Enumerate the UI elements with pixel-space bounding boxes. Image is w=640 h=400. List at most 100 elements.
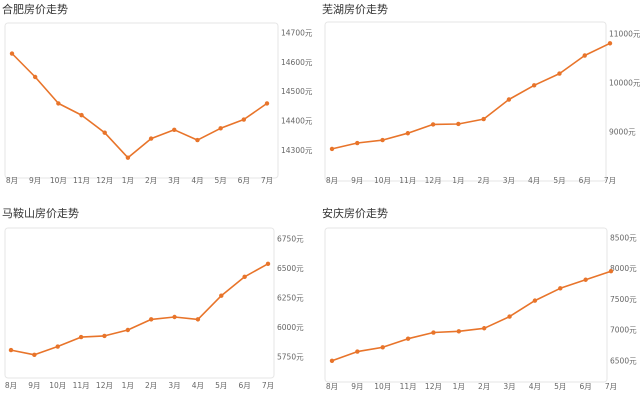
x-tick-label: 4月 <box>191 176 203 185</box>
x-tick-label: 3月 <box>503 176 515 185</box>
y-tick-label: 5750元 <box>277 353 304 362</box>
data-point <box>456 121 461 127</box>
x-tick-label: 1月 <box>453 382 465 391</box>
x-tick-label: 8月 <box>6 176 18 185</box>
y-tick-label: 6250元 <box>277 294 304 303</box>
x-tick-label: 11月 <box>73 176 90 185</box>
series-line <box>10 263 269 356</box>
data-point <box>172 314 177 320</box>
data-point <box>241 117 247 122</box>
y-tick-label: 6500元 <box>610 356 637 365</box>
y-tick-label: 8000元 <box>610 264 637 273</box>
x-tick-label: 10月 <box>374 176 391 185</box>
y-tick-label: 14700元 <box>281 29 313 38</box>
x-tick-label: 2月 <box>478 382 490 391</box>
x-tick-label: 3月 <box>168 381 180 390</box>
x-tick-label: 12月 <box>96 381 113 390</box>
x-tick-label: 8月 <box>326 382 338 391</box>
x-tick-label: 8月 <box>326 176 338 185</box>
chart-title: 马鞍山房价走势 <box>2 207 79 220</box>
data-point <box>125 327 131 333</box>
data-point <box>32 74 38 80</box>
x-tick-label: 9月 <box>29 176 41 185</box>
x-tick-label: 7月 <box>262 381 274 390</box>
x-tick-label: 1月 <box>122 381 134 390</box>
x-tick-label: 4月 <box>528 176 540 185</box>
data-point <box>32 352 37 358</box>
y-tick-label: 14500元 <box>281 87 313 96</box>
data-point <box>507 314 512 319</box>
data-point <box>582 53 587 58</box>
data-point <box>405 131 411 136</box>
data-point <box>583 277 588 282</box>
x-tick-label: 3月 <box>168 176 180 185</box>
x-tick-label: 6月 <box>238 381 250 390</box>
x-tick-label: 12月 <box>425 382 442 391</box>
x-tick-label: 4月 <box>192 381 204 390</box>
y-tick-label: 14600元 <box>281 58 313 67</box>
data-point <box>532 298 538 303</box>
x-tick-label: 9月 <box>351 382 363 391</box>
x-tick-label: 6月 <box>579 176 591 185</box>
x-tick-label: 10月 <box>49 381 66 390</box>
data-point <box>380 345 385 350</box>
data-point <box>55 344 60 349</box>
chart-title: 安庆房价走势 <box>322 207 388 220</box>
y-tick-label: 8500元 <box>610 234 637 243</box>
chart-title: 合肥房价走势 <box>2 3 68 16</box>
data-point <box>78 334 84 340</box>
data-point <box>219 293 224 298</box>
x-tick-label: 7月 <box>604 176 616 185</box>
data-point <box>56 101 61 106</box>
series-line <box>331 42 611 150</box>
data-point <box>148 317 154 322</box>
data-point <box>195 137 200 143</box>
x-tick-label: 5月 <box>554 382 566 391</box>
x-tick-label: 6月 <box>238 176 250 185</box>
y-tick-label: 7000元 <box>610 326 637 335</box>
y-tick-label: 6000元 <box>277 323 304 332</box>
data-point <box>125 155 131 160</box>
chart-frame <box>4 22 279 179</box>
y-tick-label: 6500元 <box>277 264 304 273</box>
data-point <box>8 347 14 353</box>
data-point <box>264 101 270 106</box>
data-point <box>79 112 84 118</box>
data-point <box>380 137 385 143</box>
x-tick-label: 2月 <box>477 176 489 185</box>
data-point <box>456 329 462 334</box>
x-tick-label: 5月 <box>553 176 565 185</box>
x-tick-label: 10月 <box>374 382 391 391</box>
x-tick-label: 2月 <box>145 381 157 390</box>
data-point <box>148 136 154 141</box>
x-tick-label: 2月 <box>145 176 157 185</box>
y-tick-label: 11000元 <box>609 30 640 39</box>
data-point <box>431 330 436 335</box>
data-point <box>218 126 223 131</box>
data-point <box>481 116 486 122</box>
y-tick-label: 6750元 <box>277 235 304 244</box>
x-tick-label: 3月 <box>503 382 515 391</box>
chart-svg: 11000元 10000元 9000元 8月 9月 10月 11月 12月 1月 2月 3月 4月 5月… <box>324 21 640 185</box>
data-point <box>557 71 562 76</box>
y-tick-label: 7500元 <box>610 295 637 304</box>
x-tick-label: 11月 <box>73 381 90 390</box>
data-point <box>558 286 563 291</box>
chart-frame <box>324 227 608 383</box>
chart-panel-anqing: 安庆房价走势 8500元 8000元 7500元 7000元 6500元 8月 9月 10月 1… <box>320 200 640 400</box>
series-line <box>11 52 268 159</box>
x-tick-label: 9月 <box>28 381 40 390</box>
chart-panel-hefei: 合肥房价走势 14700元 14600元 14500元 14400元 14300元 8月 9… <box>0 0 320 200</box>
x-tick-label: 11月 <box>399 176 416 185</box>
data-point <box>405 336 411 341</box>
y-tick-label: 14400元 <box>281 117 313 126</box>
x-tick-label: 7月 <box>261 176 273 185</box>
data-point <box>9 51 15 56</box>
x-tick-label: 11月 <box>400 382 417 391</box>
data-point <box>506 97 512 102</box>
chart-frame <box>324 21 607 182</box>
data-point <box>329 146 335 152</box>
y-tick-label: 9000元 <box>609 127 636 136</box>
chart-panel-wuhu: 芜湖房价走势 11000元 10000元 9000元 8月 9月 10月 11月 12月 1月 2… <box>320 0 640 200</box>
chart-panel-maanshan: 马鞍山房价走势 6750元 6500元 6250元 6000元 5750元 8月 9月 10月… <box>0 200 320 400</box>
